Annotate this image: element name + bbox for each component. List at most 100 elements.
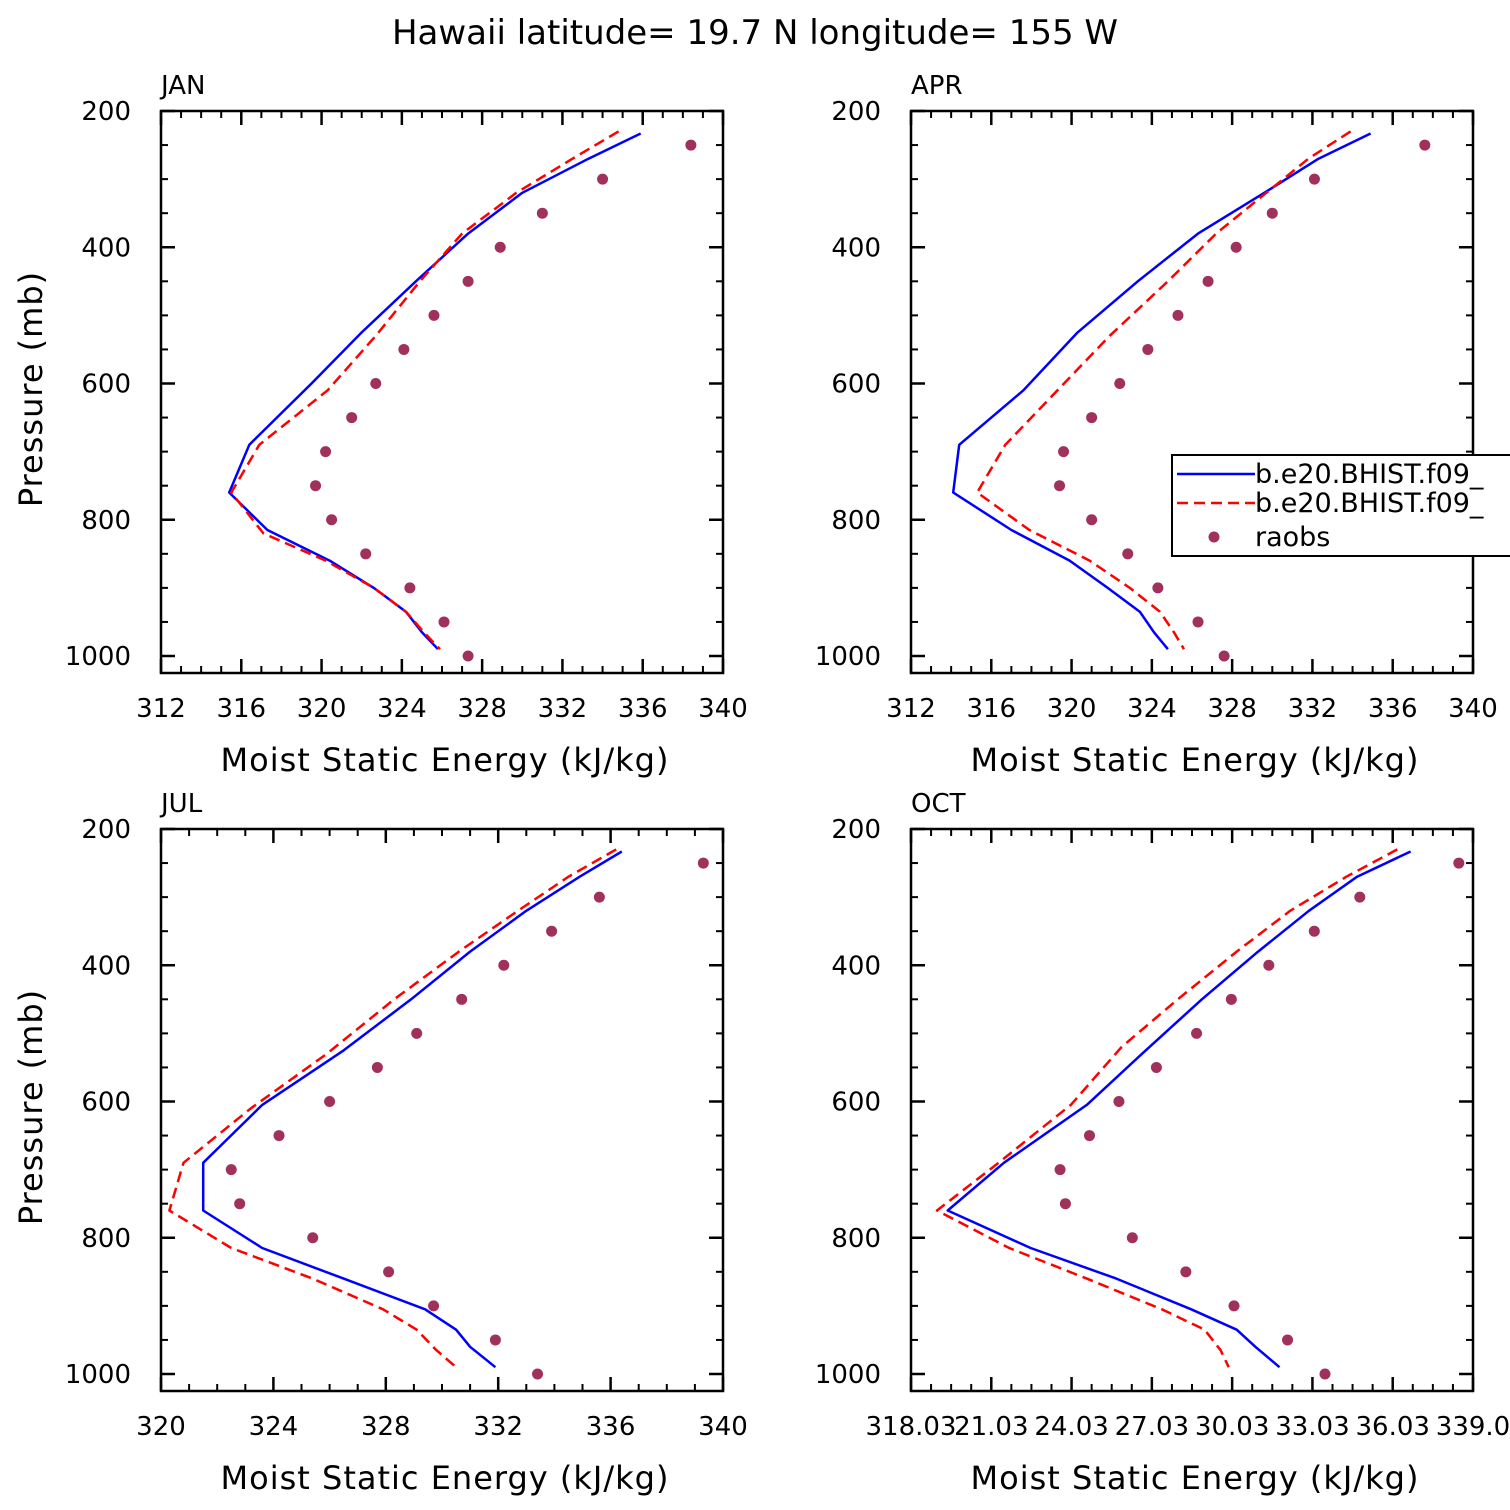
raobs-point xyxy=(428,1300,440,1312)
raobs-point xyxy=(310,480,322,492)
raobs-point xyxy=(1263,959,1275,971)
raobs-point xyxy=(326,514,338,526)
x-tick-label: 336 xyxy=(1368,694,1418,724)
x-tick-label: 324 xyxy=(249,1412,299,1442)
raobs-point xyxy=(1453,857,1465,869)
x-axis-label: Moist Static Energy (kJ/kg) xyxy=(971,741,1420,779)
figure-title: Hawaii latitude= 19.7 N longitude= 155 W xyxy=(392,13,1118,53)
panel-label: JAN xyxy=(159,71,205,101)
x-axis-label: Moist Static Energy (kJ/kg) xyxy=(221,741,670,779)
raobs-point xyxy=(371,1061,383,1073)
raobs-point xyxy=(438,616,450,628)
raobs-point xyxy=(1059,1198,1071,1210)
y-axis-label: Pressure (mb) xyxy=(12,989,50,1225)
x-tick-label: 332 xyxy=(538,694,588,724)
panels: JAN 312 316 320 324 328 332 336 340 200 400 600 800 1… xyxy=(12,71,1510,1497)
raobs-point xyxy=(1192,616,1204,628)
raobs-point xyxy=(546,925,558,937)
x-tick-label: 320 xyxy=(136,1412,186,1442)
series-line-dashed-red xyxy=(168,848,617,1369)
x-tick-label: 340 xyxy=(698,1412,748,1442)
raobs-point xyxy=(462,275,474,287)
panel-label: APR xyxy=(911,71,963,101)
raobs-point xyxy=(1150,1061,1162,1073)
x-tick-label: 324 xyxy=(1127,694,1177,724)
x-tick-label: 328 xyxy=(1207,694,1257,724)
y-tick-label: 400 xyxy=(831,951,881,981)
x-tick-label: 332 xyxy=(473,1412,523,1442)
raobs-point xyxy=(462,650,474,662)
raobs-point xyxy=(307,1232,319,1244)
panel-jan: JAN 312 316 320 324 328 332 336 340 200 400 600 800 1… xyxy=(12,71,748,779)
panel-label: JUL xyxy=(159,789,203,819)
raobs-point xyxy=(383,1266,395,1278)
y-tick-label: 800 xyxy=(81,1224,131,1254)
x-tick-label: 336 xyxy=(618,694,668,724)
raobs-point xyxy=(1218,650,1230,662)
x-axis-label: Moist Static Energy (kJ/kg) xyxy=(221,1459,670,1497)
raobs-point xyxy=(1228,1300,1240,1312)
x-axis-label: Moist Static Energy (kJ/kg) xyxy=(971,1459,1420,1497)
raobs-point xyxy=(1113,1096,1125,1107)
raobs-point xyxy=(685,139,697,151)
legend-label: raobs xyxy=(1255,522,1330,553)
raobs-point xyxy=(498,959,510,971)
raobs-point xyxy=(404,582,416,594)
x-tick-label: 339.0 xyxy=(1436,1412,1510,1442)
panel-jul: JUL 320 324 328 332 336 340 200 400 600 800 1000 Moi… xyxy=(12,789,748,1497)
x-tick-label: 312 xyxy=(136,694,186,724)
raobs-point xyxy=(697,857,709,869)
raobs-point xyxy=(1114,378,1126,389)
legend: b.e20.BHIST.f09_b.e20.BHIST.f09_raobs xyxy=(1171,454,1510,557)
x-tick-label: 320 xyxy=(1047,694,1097,724)
raobs-point xyxy=(1122,548,1134,560)
x-tick-label: 30.03 xyxy=(1195,1412,1269,1442)
y-tick-label: 600 xyxy=(81,1088,131,1118)
raobs-point xyxy=(1086,412,1098,424)
y-tick-label: 600 xyxy=(831,370,881,400)
raobs-point xyxy=(225,1164,237,1176)
raobs-point xyxy=(1319,1368,1331,1380)
raobs-point xyxy=(1058,446,1070,458)
x-tick-label: 316 xyxy=(966,694,1016,724)
raobs-point xyxy=(1191,1027,1203,1039)
plot-frame xyxy=(909,827,1475,1393)
raobs-point xyxy=(428,309,440,321)
y-tick-label: 400 xyxy=(81,233,131,263)
x-tick-label: 27.03 xyxy=(1115,1412,1189,1442)
x-tick-label: 324 xyxy=(377,694,427,724)
x-tick-label: 36.03 xyxy=(1355,1412,1429,1442)
raobs-point xyxy=(1282,1334,1294,1346)
raobs-point xyxy=(1230,241,1242,253)
raobs-point xyxy=(1142,343,1154,355)
raobs-point xyxy=(1308,173,1320,185)
legend-label: b.e20.BHIST.f09_ xyxy=(1255,488,1484,519)
y-tick-label: 800 xyxy=(831,1224,881,1254)
series-line-solid-blue xyxy=(201,850,623,1369)
y-tick-label: 1000 xyxy=(815,642,881,672)
raobs-point xyxy=(489,1334,501,1346)
y-tick-label: 600 xyxy=(831,1088,881,1118)
x-tick-label: 320 xyxy=(297,694,347,724)
series-line-solid-blue xyxy=(946,850,1412,1369)
legend-label: b.e20.BHIST.f09_ xyxy=(1255,459,1484,490)
raobs-point xyxy=(1054,480,1066,492)
plot-frame xyxy=(909,109,1475,675)
y-tick-label: 200 xyxy=(831,815,881,845)
x-tick-label: 336 xyxy=(586,1412,636,1442)
x-tick-label: 328 xyxy=(457,694,507,724)
x-tick-label: 24.03 xyxy=(1034,1412,1108,1442)
plot-frame xyxy=(159,827,725,1393)
raobs-point xyxy=(1225,993,1237,1005)
raobs-point xyxy=(398,343,410,355)
x-tick-label: 332 xyxy=(1288,694,1338,724)
y-tick-label: 800 xyxy=(81,506,131,536)
y-tick-label: 200 xyxy=(81,97,131,127)
y-tick-label: 200 xyxy=(81,815,131,845)
raobs-point xyxy=(346,412,358,424)
raobs-point xyxy=(324,1096,336,1107)
x-tick-label: 340 xyxy=(698,694,748,724)
raobs-point xyxy=(1354,891,1366,903)
x-tick-label: 312 xyxy=(886,694,936,724)
